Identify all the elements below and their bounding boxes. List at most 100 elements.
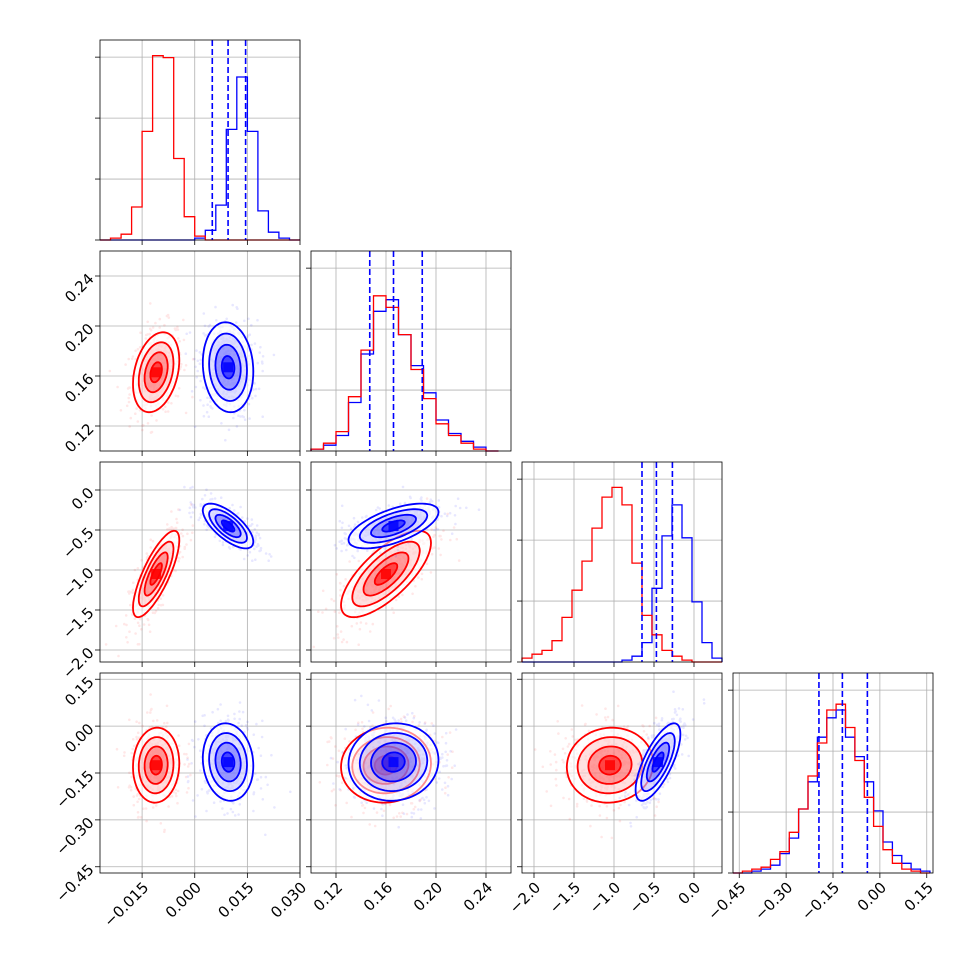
red-point — [123, 751, 126, 754]
red-point — [173, 327, 177, 330]
blue-point — [191, 504, 195, 508]
red-point — [135, 738, 139, 741]
red-point — [166, 523, 169, 526]
red-point — [564, 737, 567, 740]
red-point — [125, 623, 128, 627]
red-peak — [151, 569, 162, 579]
blue-point — [421, 796, 424, 800]
blue-point — [345, 544, 349, 547]
red-point — [127, 786, 131, 789]
red-point — [336, 633, 340, 636]
blue-point — [642, 806, 645, 809]
blue-point — [198, 351, 202, 354]
blue-point — [335, 547, 339, 550]
red-point — [585, 798, 589, 802]
red-point — [590, 804, 593, 807]
red-point — [177, 744, 181, 747]
red-point — [151, 806, 155, 809]
blue-point — [216, 721, 220, 725]
axis-frame — [99, 250, 301, 452]
red-point — [357, 721, 360, 724]
red-point — [146, 333, 149, 336]
red-point — [128, 630, 131, 633]
blue-point — [190, 503, 194, 506]
red-point — [177, 556, 180, 560]
blue-peak — [388, 521, 399, 531]
blue-point — [215, 319, 218, 322]
blue-point — [289, 790, 292, 794]
blue-point — [261, 798, 265, 801]
blue-point — [266, 783, 269, 787]
red-point — [142, 423, 145, 427]
blue-point — [256, 543, 260, 546]
blue-point — [261, 719, 264, 723]
blue-point — [213, 535, 217, 539]
histogram-red — [100, 55, 300, 241]
blue-point — [243, 408, 246, 412]
red-point — [339, 582, 342, 585]
blue-point — [207, 789, 210, 793]
blue-point — [219, 800, 222, 803]
blue-point — [270, 753, 273, 757]
red-point — [575, 802, 579, 806]
red-point — [425, 497, 429, 500]
blue-point — [353, 556, 356, 560]
blue-point — [642, 749, 645, 753]
red-point — [150, 430, 154, 434]
red-point — [163, 828, 166, 832]
red-point — [340, 781, 344, 784]
blue-point — [206, 792, 209, 795]
blue-point — [341, 751, 344, 754]
red-point — [189, 503, 193, 506]
red-point — [145, 552, 149, 555]
red-point — [317, 610, 320, 613]
red-point — [165, 314, 169, 318]
red-point — [430, 547, 434, 550]
red-point — [128, 425, 131, 428]
blue-point — [433, 528, 436, 532]
red-point — [327, 740, 331, 743]
red-point — [132, 803, 136, 807]
red-point — [166, 410, 170, 413]
blue-point — [247, 524, 250, 528]
blue-point — [197, 518, 200, 522]
blue-point — [253, 547, 256, 551]
blue-point — [420, 808, 423, 811]
blue-point — [353, 698, 357, 702]
blue-point — [268, 553, 271, 556]
blue-point — [255, 722, 258, 726]
red-point — [583, 723, 587, 727]
blue-point — [252, 792, 255, 796]
red-point — [641, 724, 644, 727]
red-point — [186, 756, 189, 760]
red-point — [167, 527, 171, 531]
blue-point — [396, 545, 400, 548]
blue-point — [668, 776, 672, 780]
red-point — [450, 766, 454, 769]
red-point — [149, 693, 152, 696]
red-point — [151, 539, 155, 543]
red-point — [166, 528, 169, 531]
blue-point — [255, 531, 259, 534]
blue-point — [347, 788, 350, 791]
blue-point — [254, 534, 258, 537]
blue-peak — [223, 362, 234, 373]
red-point — [185, 791, 189, 794]
red-point — [154, 321, 157, 325]
blue-point — [189, 501, 192, 504]
red-point — [371, 724, 374, 727]
red-point — [575, 805, 579, 808]
blue-point — [198, 516, 202, 519]
red-point — [339, 588, 342, 592]
red-point — [146, 554, 150, 558]
red-point — [131, 591, 134, 594]
blue-point — [221, 543, 225, 547]
red-point — [149, 546, 153, 549]
red-point — [420, 572, 424, 576]
blue-point — [356, 520, 360, 524]
red-point — [368, 630, 372, 633]
red-point — [342, 584, 346, 588]
blue-point — [231, 503, 234, 507]
blue-point — [340, 526, 344, 530]
blue-point — [200, 513, 203, 517]
